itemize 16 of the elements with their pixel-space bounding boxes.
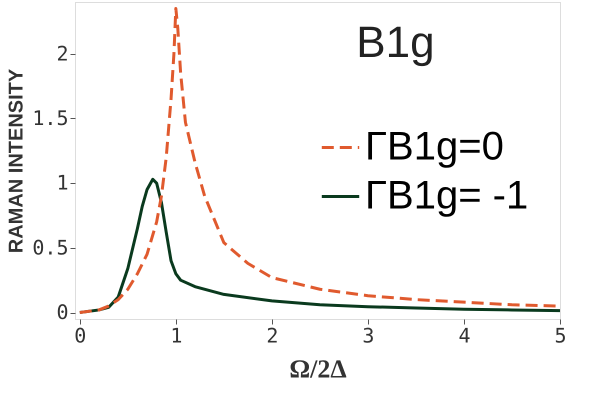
- legend-label: ΓB1g=0: [365, 124, 504, 168]
- annotation: B1g: [356, 18, 435, 67]
- y-tick-label: 0.5: [32, 235, 68, 260]
- x-tick-label: 0: [74, 324, 86, 348]
- y-tick-label: 1.5: [32, 106, 68, 130]
- x-tick-label: 1: [170, 324, 182, 348]
- x-tick-label: 3: [362, 324, 374, 348]
- x-tick-label: 4: [458, 324, 470, 348]
- y-tick-label: 1: [56, 170, 68, 195]
- y-tick-label: 2: [56, 41, 68, 66]
- y-axis-title: RAMAN INTENSITY: [5, 68, 28, 254]
- x-tick-label: 2: [266, 324, 278, 348]
- x-axis-title: Ω/2Δ: [289, 354, 347, 384]
- legend-label: ΓB1g= -1: [365, 174, 528, 218]
- x-tick-label: 5: [554, 324, 567, 348]
- y-tick-label: 0: [56, 300, 68, 324]
